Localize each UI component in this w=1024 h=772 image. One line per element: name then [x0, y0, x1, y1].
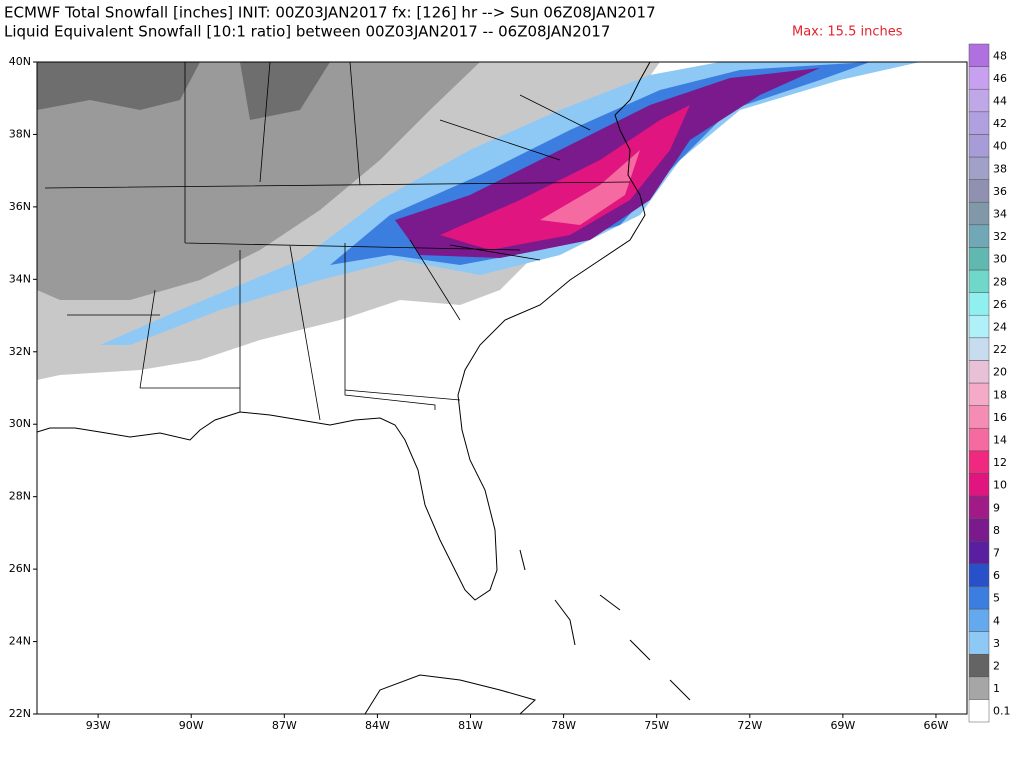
colorbar-box: [968, 360, 990, 384]
colorbar-label: 28: [993, 275, 1007, 288]
snowfall-dark: [37, 62, 330, 120]
lat-tick-label: 40N: [9, 55, 31, 68]
cuba: [364, 674, 536, 714]
colorbar-label: 46: [993, 72, 1007, 85]
bahamas: [519, 549, 691, 701]
snowfall-magenta: [440, 105, 690, 250]
colorbar-label: 30: [993, 253, 1007, 266]
colorbar-box: [968, 699, 990, 723]
state-lines: [44, 62, 631, 421]
map-area: [36, 61, 968, 715]
map-frame: [36, 61, 968, 715]
colorbar-label: 26: [993, 298, 1007, 311]
lon-tick-label: 87W: [272, 719, 297, 732]
lon-tick-label: 81W: [458, 719, 483, 732]
colorbar-box: [968, 179, 990, 203]
colorbar-label: 16: [993, 411, 1007, 424]
lon-tick-label: 75W: [644, 719, 669, 732]
colorbar-box: [968, 608, 990, 632]
colorbar-box: [968, 382, 990, 406]
lat-tick-label: 30N: [9, 417, 31, 430]
colorbar-label: 7: [993, 547, 1000, 560]
colorbar-label: 22: [993, 343, 1007, 356]
snowfall-medium: [37, 62, 480, 300]
colorbar-label: 5: [993, 592, 1000, 605]
colorbar-box: [968, 653, 990, 678]
colorbar-box: [968, 269, 990, 293]
colorbar-label: 2: [993, 660, 1000, 673]
lon-tick-label: 84W: [365, 719, 390, 732]
colorbar-box: [968, 88, 990, 113]
lat-tick-label: 24N: [9, 635, 31, 648]
colorbar-label: 0.1: [993, 705, 1011, 718]
colorbar-box: [968, 292, 990, 316]
colorbar-box: [968, 495, 990, 519]
colorbar-box: [968, 247, 990, 271]
lat-tick-label: 26N: [9, 562, 31, 575]
colorbar-label: 48: [993, 49, 1007, 62]
lat-tick-label: 32N: [9, 345, 31, 358]
colorbar-box: [968, 66, 990, 90]
colorbar-label: 6: [993, 569, 1000, 582]
colorbar-box: [968, 201, 990, 226]
colorbar-label: 4: [993, 614, 1000, 627]
colorbar-box: [968, 134, 990, 158]
colorbar-box: [968, 540, 990, 565]
colorbar-label: 14: [993, 434, 1007, 447]
colorbar-box: [968, 427, 990, 452]
lon-tick-label: 93W: [86, 719, 111, 732]
lat-tick-label: 38N: [9, 127, 31, 140]
colorbar-label: 10: [993, 479, 1007, 492]
colorbar-label: 24: [993, 321, 1007, 334]
colorbar-label: 1: [993, 682, 1000, 695]
colorbar-box: [968, 631, 990, 655]
colorbar-box: [968, 586, 990, 610]
lon-tick-label: 78W: [551, 719, 576, 732]
colorbar-box: [968, 156, 990, 180]
lon-tick-label: 69W: [830, 719, 855, 732]
colorbar-label: 18: [993, 388, 1007, 401]
colorbar-box: [968, 676, 990, 700]
colorbar-box: [968, 450, 990, 474]
colorbar-label: 8: [993, 524, 1000, 537]
lat-tick-label: 34N: [9, 272, 31, 285]
lat-tick-label: 22N: [9, 707, 31, 720]
snowfall-pink: [540, 150, 640, 225]
colorbar-box: [968, 224, 990, 248]
colorbar-box: [968, 111, 990, 135]
colorbar-box: [968, 43, 990, 67]
lat-tick-label: 36N: [9, 200, 31, 213]
colorbar-box: [968, 314, 990, 339]
colorbar-box: [968, 337, 990, 361]
colorbar-label: 40: [993, 140, 1007, 153]
colorbar-label: 34: [993, 208, 1007, 221]
colorbar-box: [968, 518, 990, 542]
colorbar-label: 38: [993, 162, 1007, 175]
colorbar-label: 3: [993, 637, 1000, 650]
colorbar-label: 9: [993, 501, 1000, 514]
max-label: Max: 15.5 inches: [792, 25, 903, 40]
lon-tick-label: 72W: [737, 719, 762, 732]
colorbar-label: 12: [993, 456, 1007, 469]
colorbar-box: [968, 405, 990, 429]
colorbar-label: 42: [993, 117, 1007, 130]
colorbar-box: [968, 563, 990, 587]
lon-tick-label: 66W: [924, 719, 949, 732]
colorbar-label: 20: [993, 366, 1007, 379]
coastline: [37, 62, 651, 601]
lat-tick-label: 28N: [9, 490, 31, 503]
title: ECMWF Total Snowfall [inches] INIT: 00Z0…: [4, 4, 656, 22]
colorbar-label: 44: [993, 95, 1007, 108]
colorbar-label: 32: [993, 230, 1007, 243]
subtitle: Liquid Equivalent Snowfall [10:1 ratio] …: [4, 23, 610, 41]
lon-tick-label: 90W: [179, 719, 204, 732]
colorbar-label: 36: [993, 185, 1007, 198]
colorbar-box: [968, 473, 990, 497]
